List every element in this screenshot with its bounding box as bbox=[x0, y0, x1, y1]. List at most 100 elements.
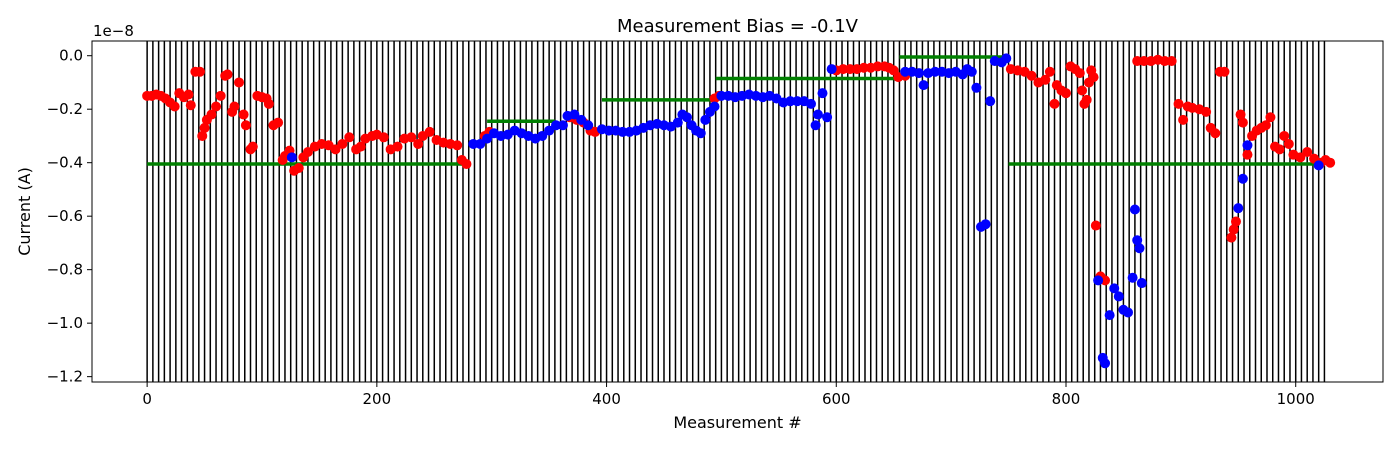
red-data-point bbox=[169, 101, 180, 112]
red-data-point bbox=[1100, 275, 1111, 286]
blue-data-point bbox=[913, 68, 924, 79]
red-data-point bbox=[238, 109, 249, 120]
red-data-point bbox=[1235, 109, 1246, 120]
red-data-point bbox=[1242, 149, 1253, 160]
reference-segments-group bbox=[147, 55, 1325, 166]
blue-data-point bbox=[551, 120, 562, 131]
y-tick-label: −0.6 bbox=[47, 207, 83, 225]
red-data-point bbox=[1325, 157, 1336, 168]
chart-title: Measurement Bias = -0.1V bbox=[617, 16, 859, 37]
blue-data-point bbox=[544, 125, 555, 136]
x-tick-label: 0 bbox=[142, 390, 152, 408]
blue-data-point bbox=[672, 117, 683, 128]
red-data-point bbox=[1090, 220, 1101, 231]
y-tick-label: −0.2 bbox=[47, 100, 83, 118]
red-data-point bbox=[1074, 68, 1085, 79]
blue-data-point bbox=[1313, 160, 1324, 171]
red-data-point bbox=[1040, 74, 1051, 85]
x-tick-label: 400 bbox=[592, 390, 621, 408]
red-data-point bbox=[234, 77, 245, 88]
red-data-point bbox=[1173, 98, 1184, 109]
blue-data-point bbox=[1104, 310, 1115, 321]
blue-data-point bbox=[810, 120, 821, 131]
blue-data-point bbox=[900, 66, 911, 77]
red-data-point bbox=[392, 141, 403, 152]
red-data-point bbox=[1283, 138, 1294, 149]
red-data-point bbox=[355, 141, 366, 152]
blue-data-point bbox=[583, 120, 594, 131]
blue-data-point bbox=[1109, 283, 1120, 294]
red-data-point bbox=[199, 122, 210, 133]
x-axis-label: Measurement # bbox=[673, 413, 801, 432]
red-data-point bbox=[1260, 120, 1271, 131]
blue-data-point bbox=[716, 90, 727, 101]
plot-frame bbox=[91, 40, 1384, 383]
blue-data-point bbox=[1127, 272, 1138, 283]
blue-data-point bbox=[1237, 173, 1248, 184]
red-data-point bbox=[452, 140, 463, 151]
blue-data-point bbox=[537, 130, 548, 141]
y-tick-label: 0.0 bbox=[59, 47, 83, 65]
red-data-point bbox=[1159, 56, 1170, 67]
blue-data-point bbox=[1242, 140, 1253, 151]
blue-data-point bbox=[822, 112, 833, 123]
blue-data-point bbox=[792, 96, 803, 107]
red-data-point bbox=[211, 101, 222, 112]
blue-data-point bbox=[1132, 235, 1143, 246]
blue-data-point bbox=[557, 120, 568, 131]
red-data-point bbox=[1265, 112, 1276, 123]
blue-data-point bbox=[569, 109, 580, 120]
blue-data-point bbox=[617, 126, 628, 137]
blue-data-point bbox=[286, 152, 297, 163]
red-data-point bbox=[424, 126, 435, 137]
red-data-point bbox=[1279, 130, 1290, 141]
blue-data-point bbox=[1233, 203, 1244, 214]
y-tick-label: −1.2 bbox=[47, 368, 83, 386]
blue-data-point bbox=[468, 138, 479, 149]
blue-data-point bbox=[785, 96, 796, 107]
red-data-point bbox=[302, 146, 313, 157]
blue-data-point bbox=[806, 98, 817, 109]
blue-data-point bbox=[918, 80, 929, 91]
red-data-point bbox=[1226, 232, 1237, 243]
blue-data-point bbox=[482, 133, 493, 144]
y-axis-label: Current (A) bbox=[15, 167, 34, 256]
red-data-point bbox=[845, 64, 856, 75]
blue-data-point bbox=[709, 101, 720, 112]
vertical-lines-group bbox=[146, 41, 1326, 382]
red-data-point bbox=[1237, 117, 1248, 128]
blue-data-point bbox=[971, 82, 982, 93]
red-data-point bbox=[1166, 56, 1177, 67]
blue-data-point bbox=[1136, 278, 1147, 289]
blue-data-point bbox=[576, 114, 587, 125]
red-data-point bbox=[215, 90, 226, 101]
red-data-point bbox=[1088, 72, 1099, 83]
red-data-point bbox=[247, 141, 258, 152]
x-tick-label: 600 bbox=[822, 390, 851, 408]
red-data-point bbox=[344, 132, 355, 143]
x-tick-label: 800 bbox=[1052, 390, 1081, 408]
red-data-point bbox=[197, 130, 208, 141]
red-data-point bbox=[1274, 144, 1285, 155]
blue-data-point bbox=[930, 66, 941, 77]
blue-data-point bbox=[1123, 307, 1134, 318]
red-data-point bbox=[378, 132, 389, 143]
blue-data-point bbox=[695, 128, 706, 139]
blue-data-point bbox=[817, 88, 828, 99]
red-data-point bbox=[406, 132, 417, 143]
red-data-point bbox=[1219, 66, 1230, 77]
y-tick-label: −1.0 bbox=[47, 314, 83, 332]
blue-data-point bbox=[603, 125, 614, 136]
red-data-point bbox=[185, 100, 196, 111]
red-data-point bbox=[858, 62, 869, 73]
red-data-point bbox=[1077, 85, 1088, 96]
red-data-point bbox=[206, 109, 217, 120]
data-points-group bbox=[142, 53, 1336, 369]
red-data-point bbox=[1228, 224, 1239, 235]
red-data-point bbox=[872, 61, 883, 72]
red-data-point bbox=[337, 138, 348, 149]
red-data-point bbox=[1060, 88, 1071, 99]
red-data-point bbox=[240, 120, 251, 131]
red-data-point bbox=[263, 98, 274, 109]
